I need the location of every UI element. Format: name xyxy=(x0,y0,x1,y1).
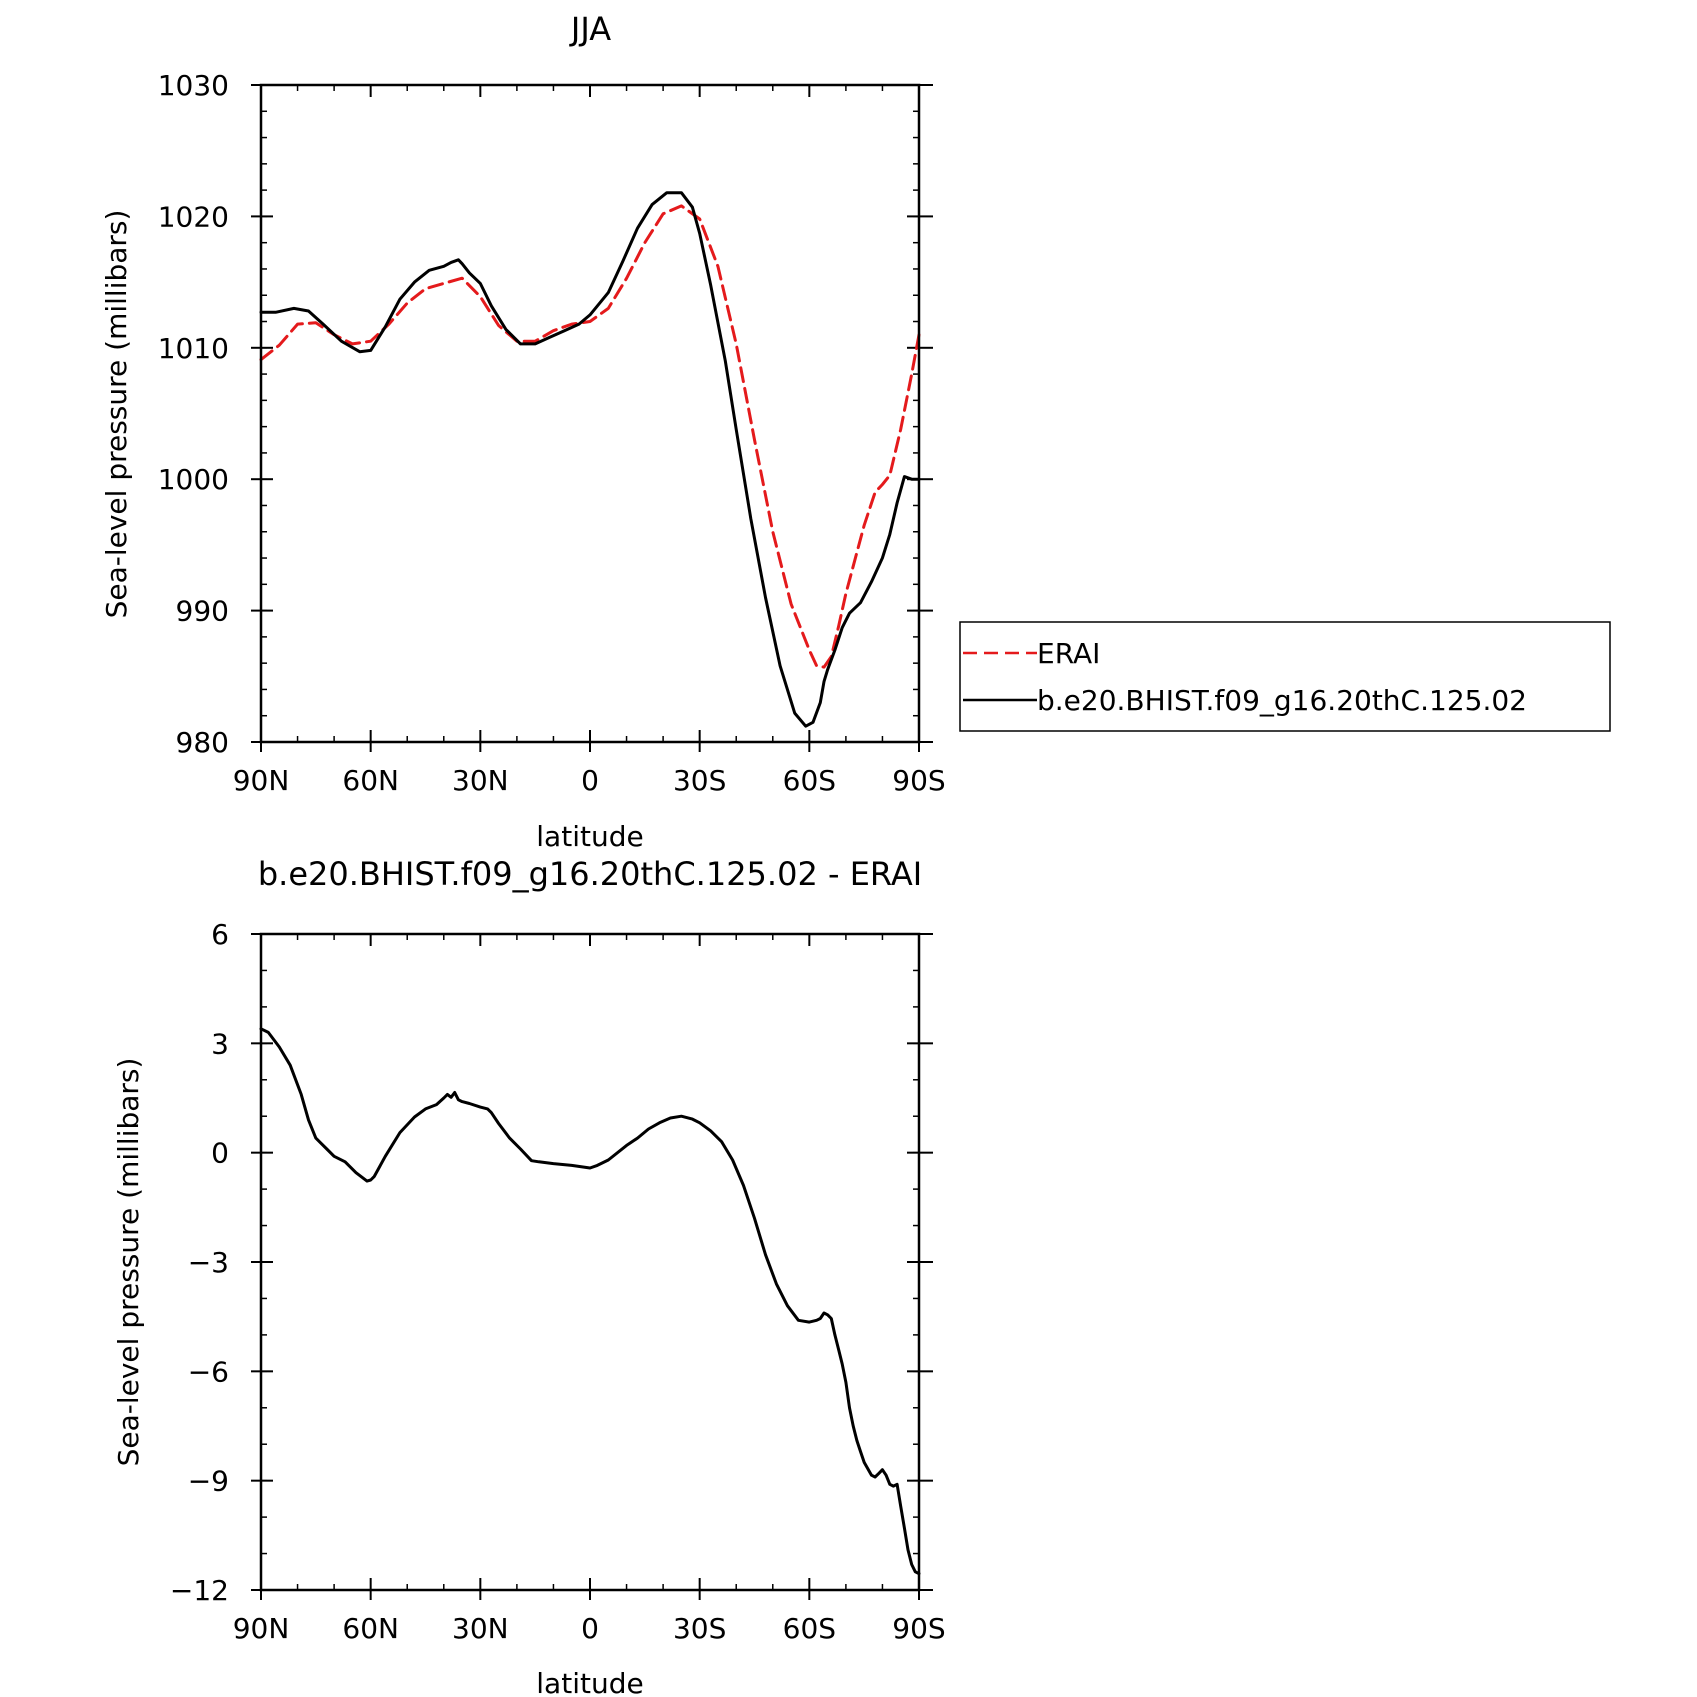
top-x-tick-labels: 90N 60N 30N 0 30S 60S 90S xyxy=(233,764,946,797)
bottom-plot-lines xyxy=(259,1027,921,1576)
bottom-x-axis-label: latitude xyxy=(536,1667,643,1697)
y-tick-label: 1010 xyxy=(158,332,229,365)
x-tick-label: 60N xyxy=(342,1612,399,1645)
x-tick-label: 0 xyxy=(581,1612,599,1645)
top-y-tick-labels: 980 990 1000 1010 1020 1030 xyxy=(158,69,229,759)
x-tick-label: 0 xyxy=(581,764,599,797)
y-tick-label: 1020 xyxy=(158,200,229,233)
y-tick-label: −12 xyxy=(170,1574,229,1607)
x-tick-label: 90S xyxy=(892,1612,945,1645)
x-tick-label: 60S xyxy=(783,1612,836,1645)
bottom-panel: b.e20.BHIST.f09_g16.20thC.125.02 - ERAI … xyxy=(112,855,946,1697)
y-tick-label: 980 xyxy=(176,726,229,759)
y-tick-label: 990 xyxy=(176,595,229,628)
y-tick-label: −3 xyxy=(188,1246,229,1279)
x-tick-label: 90N xyxy=(233,1612,290,1645)
x-tick-label: 30S xyxy=(673,1612,726,1645)
bottom-chart-title: b.e20.BHIST.f09_g16.20thC.125.02 - ERAI xyxy=(258,855,922,893)
y-tick-label: 1030 xyxy=(158,69,229,102)
y-tick-label: −9 xyxy=(188,1465,229,1498)
legend-label-model: b.e20.BHIST.f09_g16.20thC.125.02 xyxy=(1037,684,1527,717)
x-tick-label: 90S xyxy=(892,764,945,797)
top-y-axis-label: Sea-level pressure (millibars) xyxy=(100,210,133,619)
x-tick-label: 30N xyxy=(452,1612,509,1645)
legend-box xyxy=(959,621,1611,732)
legend: ERAI b.e20.BHIST.f09_g16.20thC.125.02 xyxy=(959,621,1611,732)
y-tick-label: 3 xyxy=(211,1027,229,1060)
bottom-y-axis-label: Sea-level pressure (millibars) xyxy=(112,1058,145,1467)
top-x-axis-label: latitude xyxy=(536,820,643,853)
top-chart-title: JJA xyxy=(569,10,611,48)
y-tick-label: 0 xyxy=(211,1137,229,1170)
top-plot-lines xyxy=(259,191,921,728)
legend-label-erai: ERAI xyxy=(1037,637,1100,670)
bottom-plot-frame xyxy=(259,932,921,1592)
x-tick-label: 30S xyxy=(673,764,726,797)
y-tick-label: 1000 xyxy=(158,463,229,496)
x-tick-label: 30N xyxy=(452,764,509,797)
y-tick-label: −6 xyxy=(188,1355,229,1388)
y-tick-label: 6 xyxy=(211,918,229,951)
bottom-x-tick-labels: 90N 60N 30N 0 30S 60S 90S xyxy=(233,1612,946,1645)
series-line-b-e20-bhist-f09-g16-20thc-125-02 xyxy=(259,191,921,728)
series-line-difference xyxy=(259,1027,921,1576)
x-tick-label: 90N xyxy=(233,764,290,797)
series-line-erai xyxy=(259,204,921,669)
bottom-y-tick-labels: −12 −9 −6 −3 0 3 6 xyxy=(170,918,229,1607)
top-panel: JJA 90N 60N 30N 0 30S 60S 90S 980 990 1000 1010 10… xyxy=(100,10,946,853)
top-plot-frame xyxy=(259,83,921,744)
x-tick-label: 60N xyxy=(342,764,399,797)
x-tick-label: 60S xyxy=(783,764,836,797)
